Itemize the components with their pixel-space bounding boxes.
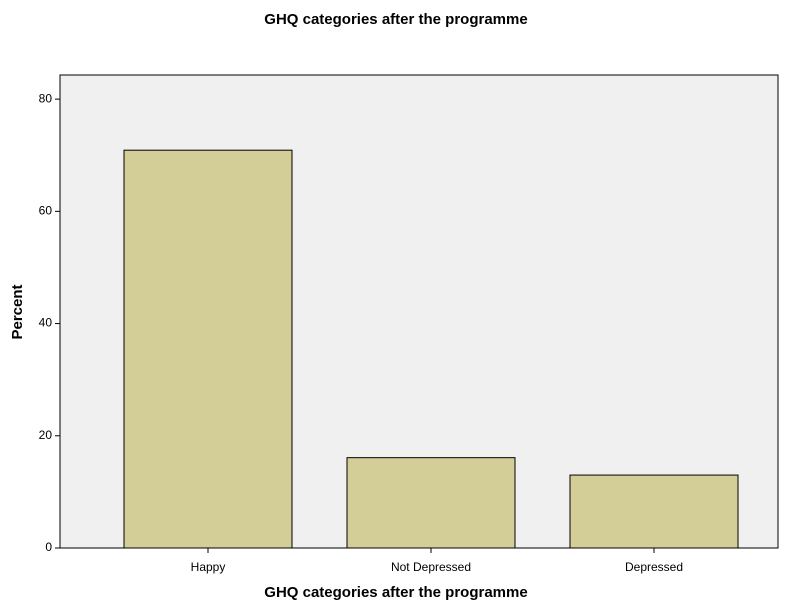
bar xyxy=(569,474,739,549)
x-tick-label: Not Depressed xyxy=(391,560,471,574)
chart-title: GHQ categories after the programme xyxy=(264,11,527,28)
x-axis-title: GHQ categories after the programme xyxy=(264,584,527,601)
y-tick-label: 40 xyxy=(39,316,53,330)
y-tick-label: 0 xyxy=(45,540,52,554)
bar xyxy=(123,149,293,549)
bar xyxy=(346,457,516,549)
x-tick-label: Happy xyxy=(191,560,226,574)
y-tick-label: 60 xyxy=(39,204,53,218)
y-tick-label: 80 xyxy=(39,91,53,105)
y-axis-title: Percent xyxy=(9,284,26,339)
y-tick-label: 20 xyxy=(39,428,53,442)
x-tick-label: Depressed xyxy=(625,560,683,574)
